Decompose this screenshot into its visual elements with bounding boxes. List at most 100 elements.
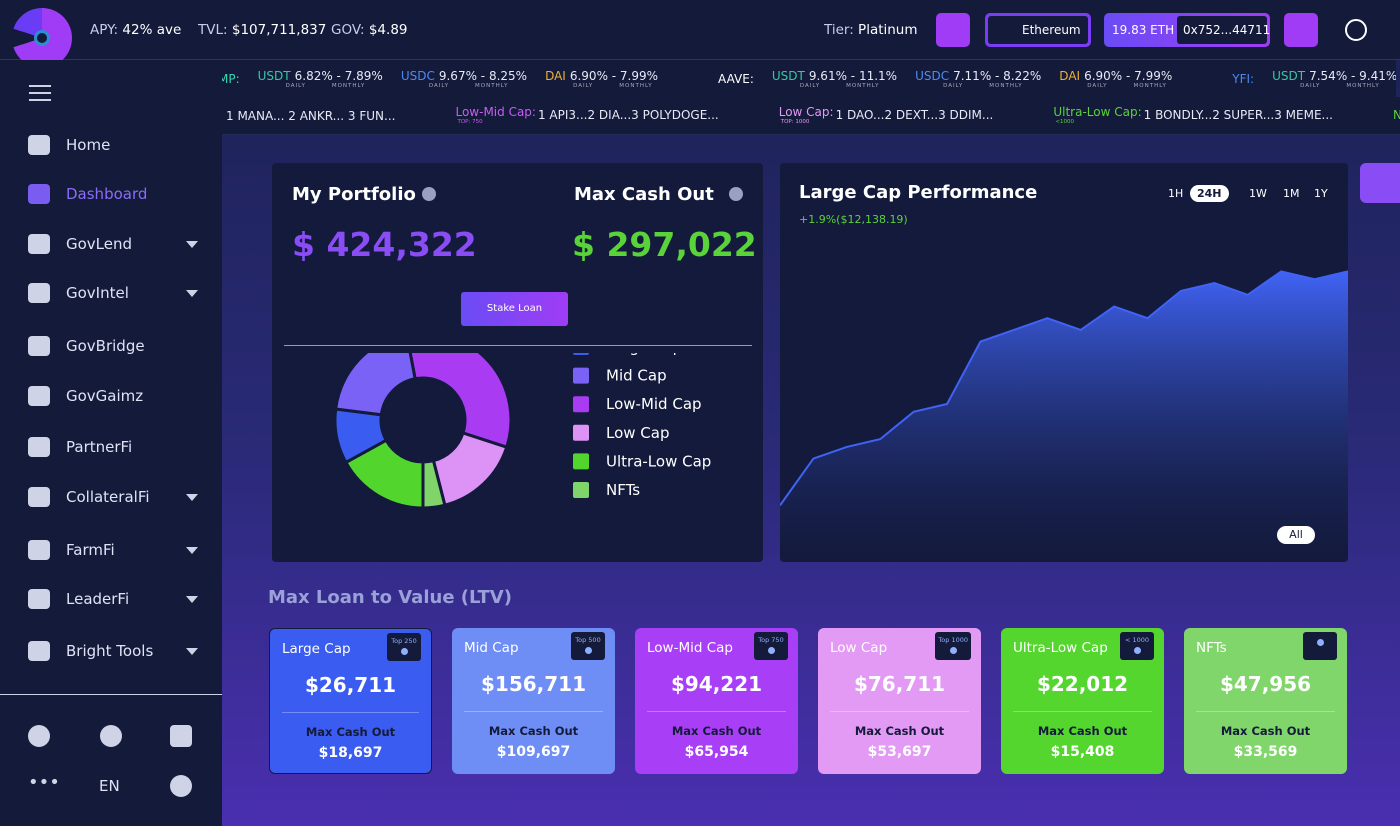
monthly-label: MONTHLY bbox=[1346, 82, 1380, 89]
range-button[interactable]: 1M bbox=[1283, 187, 1300, 200]
badge-text: Top 750 bbox=[758, 636, 784, 644]
ltv-card[interactable]: Mid Cap Top 500 $156,711 Max Cash Out $109,6… bbox=[452, 628, 615, 774]
legend-label: Ultra-Low Cap bbox=[606, 452, 711, 470]
card-name: NFTs bbox=[1196, 640, 1227, 656]
info-icon[interactable] bbox=[729, 187, 743, 201]
daily-label: DAILY bbox=[799, 82, 821, 89]
side-menu-button[interactable] bbox=[1360, 163, 1400, 203]
rate-group: AAVE: USDT 9.61% - 11.1% DAILY MONTHLY USDC 7.… bbox=[718, 69, 1172, 89]
nav-item[interactable]: Home bbox=[28, 135, 198, 155]
separator bbox=[1360, 113, 1366, 118]
more[interactable]: ••• bbox=[28, 772, 60, 793]
dropdown-arrow bbox=[186, 493, 198, 501]
badge-icon bbox=[1316, 639, 1324, 646]
cashout-value: $53,697 bbox=[867, 744, 932, 760]
nav-item[interactable]: GovLend bbox=[28, 234, 198, 254]
separator bbox=[685, 76, 691, 81]
ltv-card[interactable]: Low Cap Top 1000 $76,711 Max Cash Out $53,69… bbox=[818, 628, 981, 774]
badge: Top 750 bbox=[754, 632, 788, 660]
range-button[interactable]: 1Y bbox=[1314, 187, 1328, 200]
line bbox=[780, 270, 1348, 506]
tier: Platinum bbox=[858, 22, 918, 38]
caps-ticker: 1 MANA... 2 ANKR... 3 FUN... Low-Mid Cap:… bbox=[222, 97, 1400, 135]
sidebar: ••• EN Home Dashboard GovLend GovIntel GovBr… bbox=[0, 60, 222, 826]
nav-item[interactable]: FarmFi bbox=[28, 540, 198, 560]
logo[interactable] bbox=[12, 8, 72, 68]
badge-icon bbox=[400, 648, 408, 655]
cashout-label: Max Cash Out bbox=[488, 724, 579, 738]
all-button[interactable]: All bbox=[1277, 526, 1315, 544]
asset: USDT bbox=[257, 68, 291, 83]
menu-button[interactable] bbox=[29, 85, 51, 101]
theme-toggle[interactable] bbox=[1345, 19, 1367, 41]
cap-group: Low-Mid Cap: TOP: 750 1 API3...2 DIA...3 P… bbox=[455, 105, 718, 126]
top-bar: APY: 42% ave TVL: $107,711,837 GOV: $4.8… bbox=[0, 0, 1400, 68]
donut-segment bbox=[431, 431, 509, 508]
tier-label: Tier: bbox=[824, 22, 854, 38]
telegram[interactable] bbox=[28, 725, 50, 747]
network-button[interactable]: Ethereum bbox=[985, 13, 1091, 47]
nav-icon bbox=[28, 641, 50, 661]
asset: DAI bbox=[1059, 68, 1081, 83]
nav-icon bbox=[28, 283, 50, 303]
chart-subtitle: +1.9%($12,138.19) bbox=[799, 213, 908, 226]
nav-item[interactable]: GovGaimz bbox=[28, 386, 198, 406]
protocol: MP: bbox=[218, 71, 240, 86]
rate: USDT 6.82% - 7.89% DAILY MONTHLY bbox=[258, 69, 383, 89]
twitter[interactable] bbox=[100, 725, 122, 747]
nav-item[interactable]: GovBridge bbox=[28, 336, 198, 356]
rate-labels: DAILY MONTHLY bbox=[915, 83, 1041, 89]
nav-label: GovLend bbox=[66, 235, 133, 253]
profile-button[interactable] bbox=[1284, 13, 1318, 47]
cashout-value: $65,954 bbox=[684, 744, 749, 760]
range-button[interactable]: 24H bbox=[1190, 185, 1229, 202]
tvl: $107,711,837 bbox=[231, 22, 327, 38]
badge-icon bbox=[1133, 647, 1141, 654]
cap-sub: TOP: 750 bbox=[457, 119, 483, 126]
donut-segment bbox=[408, 353, 513, 450]
range-button[interactable]: 1H bbox=[1168, 187, 1184, 200]
daily-label: DAILY bbox=[573, 82, 594, 89]
cap: Ultra-Low Cap: <1000 bbox=[1053, 105, 1141, 125]
card-value: $94,221 bbox=[670, 672, 763, 696]
ltv-card[interactable]: Low-Mid Cap Top 750 $94,221 Max Cash Out $65… bbox=[635, 628, 798, 774]
stake-button[interactable]: Stake Loan bbox=[461, 292, 568, 326]
nav-item[interactable]: CollateralFi bbox=[28, 487, 198, 507]
ltv-card[interactable]: Large Cap Top 250 $26,711 Max Cash Out $18,6… bbox=[269, 628, 432, 774]
nav-item[interactable]: Bright Tools bbox=[28, 641, 198, 661]
card-divider bbox=[1196, 711, 1335, 712]
range-button[interactable]: 1W bbox=[1249, 187, 1267, 200]
nav-icon bbox=[28, 437, 50, 457]
tier-badge[interactable] bbox=[936, 13, 970, 47]
nav-icon bbox=[28, 589, 50, 609]
rate-labels: DAILY MONTHLY bbox=[258, 83, 383, 89]
daily-label: DAILY bbox=[428, 82, 450, 89]
cashout-value: $109,697 bbox=[496, 744, 571, 760]
ltv-card[interactable]: NFTs $47,956 Max Cash Out $33,569 bbox=[1184, 628, 1347, 774]
nav-icon bbox=[28, 184, 50, 204]
legend-label: Large Cap bbox=[606, 353, 682, 356]
badge: Top 500 bbox=[571, 632, 605, 660]
cap-items: 1 MANA... 2 ANKR... 3 FUN... bbox=[226, 108, 396, 123]
info-icon[interactable] bbox=[422, 187, 436, 201]
legend-swatch bbox=[573, 353, 589, 355]
nav-item[interactable]: GovIntel bbox=[28, 283, 198, 303]
ltv-card[interactable]: Ultra-Low Cap < 1000 $22,012 Max Cash Out $1… bbox=[1001, 628, 1164, 774]
nav-label: CollateralFi bbox=[66, 488, 150, 506]
language[interactable]: EN bbox=[99, 777, 120, 795]
medium[interactable] bbox=[170, 725, 192, 747]
nav-item[interactable]: Dashboard bbox=[28, 184, 198, 204]
wallet-button[interactable]: 19.83 ETH 0x752...44711 bbox=[1104, 13, 1270, 47]
nav-label: Home bbox=[66, 136, 111, 154]
nav-item[interactable]: LeaderFi bbox=[28, 589, 198, 609]
legend-label: Low-Mid Cap bbox=[606, 395, 702, 413]
github[interactable] bbox=[170, 775, 192, 797]
rate-labels: DAILY MONTHLY bbox=[401, 83, 527, 89]
separator bbox=[746, 113, 752, 118]
cap-group: NFTs:1 ... bbox=[1393, 108, 1400, 123]
badge-icon bbox=[949, 647, 957, 654]
rates-ticker: MP: USDT 6.82% - 7.89% DAILY MONTHLY USDC 9.67… bbox=[218, 60, 1396, 98]
nav-item[interactable]: PartnerFi bbox=[28, 437, 198, 457]
badge: Top 1000 bbox=[935, 632, 971, 660]
dropdown-arrow bbox=[186, 647, 198, 655]
